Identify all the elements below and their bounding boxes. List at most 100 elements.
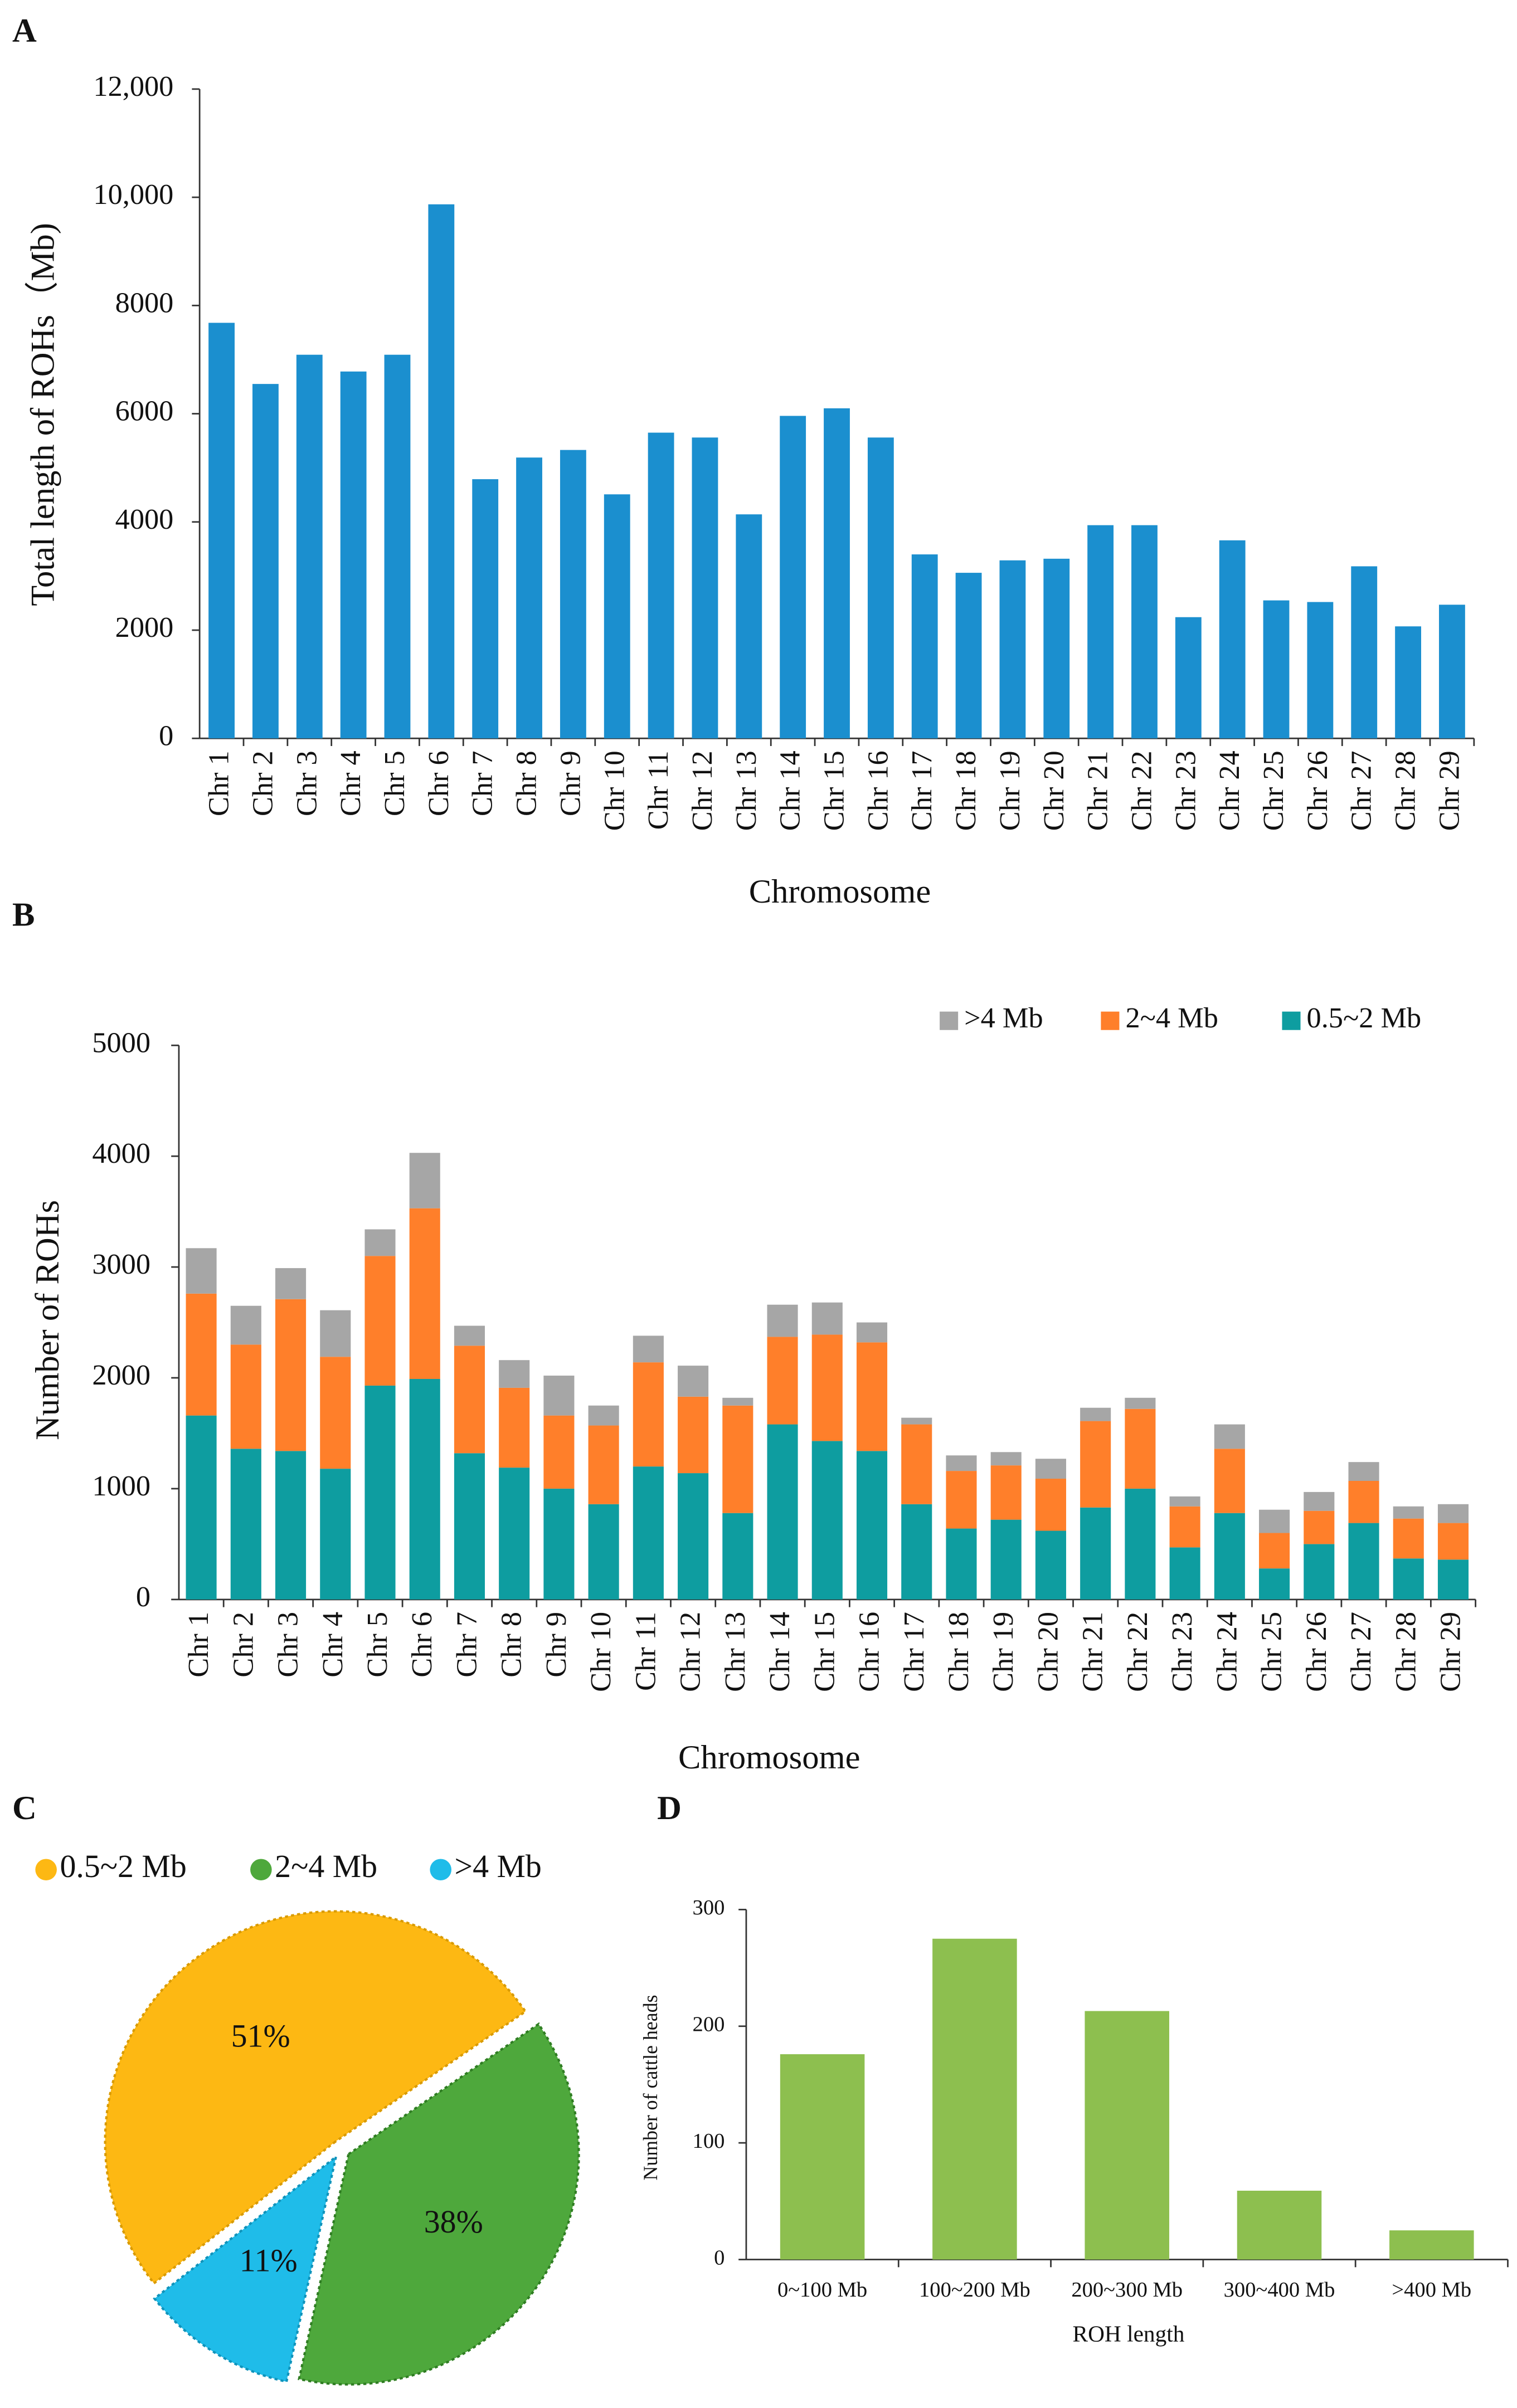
bar-segment <box>901 1504 932 1600</box>
y-tick-label: 300 <box>693 1896 725 1919</box>
x-tick-label: Chr 22 <box>1125 750 1158 831</box>
x-tick-label: Chr 23 <box>1169 750 1202 831</box>
bar <box>252 384 279 739</box>
bar <box>955 573 982 739</box>
bar-segment <box>588 1504 619 1600</box>
bar <box>1351 566 1378 739</box>
bar-segment <box>1259 1568 1290 1600</box>
bar <box>472 479 499 739</box>
x-tick-label: >400 Mb <box>1392 2278 1471 2302</box>
bar-segment <box>186 1293 217 1416</box>
bar-segment <box>1393 1518 1424 1559</box>
x-tick-label: Chr 5 <box>378 750 411 816</box>
x-tick-label: Chr 13 <box>719 1612 751 1692</box>
x-tick-label: Chr 15 <box>808 1612 840 1692</box>
bar-segment <box>1035 1530 1066 1600</box>
legend-label: 0.5~2 Mb <box>60 1848 186 1884</box>
pie-label: 51% <box>231 2018 290 2054</box>
bar-segment <box>543 1376 575 1416</box>
x-tick-label: Chr 26 <box>1301 750 1334 831</box>
bar-segment <box>1437 1523 1469 1560</box>
x-tick-label: Chr 19 <box>994 750 1026 831</box>
bar <box>428 204 455 739</box>
bar-segment <box>454 1325 485 1346</box>
x-tick-label: Chr 19 <box>987 1612 1019 1692</box>
bar-segment <box>1169 1547 1200 1600</box>
bar-segment <box>1125 1488 1156 1600</box>
bar-segment <box>633 1362 664 1467</box>
bar-segment <box>901 1424 932 1504</box>
bar <box>1085 2011 1169 2260</box>
bar-segment <box>678 1366 709 1397</box>
x-tick-label: Chr 9 <box>540 1612 572 1678</box>
y-axis-title: Number of cattle heads <box>639 1995 662 2180</box>
bar-segment <box>186 1415 217 1600</box>
x-tick-label: Chr 8 <box>510 750 543 816</box>
bar <box>824 408 850 739</box>
bar <box>604 494 630 739</box>
bar <box>911 554 938 739</box>
x-tick-label: Chr 10 <box>585 1612 617 1692</box>
bar-segment <box>409 1379 440 1600</box>
x-tick-label: 0~100 Mb <box>777 2278 867 2302</box>
x-tick-label: Chr 10 <box>598 750 630 831</box>
pie-label: 11% <box>240 2243 298 2279</box>
bar-segment <box>499 1468 530 1600</box>
bar-segment <box>722 1513 753 1600</box>
bar-segment <box>454 1346 485 1454</box>
bar-segment <box>990 1452 1022 1466</box>
bar-segment <box>1214 1449 1245 1513</box>
bar-segment <box>499 1387 530 1468</box>
bar-segment <box>588 1425 619 1504</box>
bar-segment <box>364 1385 396 1600</box>
x-tick-label: Chr 4 <box>317 1612 349 1678</box>
x-axis-title: Chromosome <box>749 873 931 910</box>
bar-segment <box>856 1342 888 1451</box>
bar-segment <box>811 1302 843 1335</box>
x-tick-label: Chr 27 <box>1345 750 1378 831</box>
x-axis-title: ROH length <box>1073 2321 1185 2347</box>
bar <box>296 354 323 739</box>
x-tick-label: 200~300 Mb <box>1071 2278 1183 2302</box>
x-tick-label: Chr 11 <box>629 1612 662 1691</box>
bar <box>780 416 806 739</box>
x-tick-label: Chr 6 <box>406 1612 438 1678</box>
bar-segment <box>1304 1510 1335 1544</box>
bar-segment <box>1348 1462 1379 1481</box>
x-tick-label: Chr 13 <box>730 750 762 831</box>
y-axis-title: Number of ROHs <box>29 1200 66 1440</box>
bar-segment <box>454 1453 485 1600</box>
bar-segment <box>364 1256 396 1386</box>
x-tick-label: Chr 17 <box>906 750 938 831</box>
x-tick-label: Chr 1 <box>182 1612 215 1678</box>
y-tick-label: 4000 <box>115 503 174 535</box>
bar <box>932 1938 1017 2260</box>
x-tick-label: Chr 21 <box>1082 750 1114 831</box>
bar-segment <box>1035 1459 1066 1479</box>
bar-segment <box>946 1528 977 1600</box>
bar-segment <box>901 1417 932 1425</box>
bar <box>340 371 367 739</box>
bar <box>1131 525 1158 739</box>
bar-segment <box>275 1268 307 1299</box>
y-tick-label: 1000 <box>92 1470 150 1502</box>
x-tick-label: Chr 14 <box>774 750 806 831</box>
y-tick-label: 0 <box>159 719 173 752</box>
bar-segment <box>1393 1506 1424 1519</box>
bar-segment <box>588 1405 619 1426</box>
bar-segment <box>1035 1479 1066 1531</box>
x-tick-label: Chr 17 <box>898 1612 930 1692</box>
bar-segment <box>230 1305 261 1345</box>
y-tick-label: 100 <box>693 2129 725 2153</box>
legend-label: >4 Mb <box>964 1002 1043 1034</box>
bar <box>1175 617 1202 739</box>
legend-marker <box>250 1859 272 1881</box>
bar-segment <box>320 1357 351 1469</box>
bar-segment <box>633 1335 664 1363</box>
bar <box>867 437 894 739</box>
bar-segment <box>990 1465 1022 1520</box>
legend-label: >4 Mb <box>454 1848 541 1884</box>
x-tick-label: Chr 3 <box>290 750 323 816</box>
bar-segment <box>811 1441 843 1600</box>
x-tick-label: Chr 25 <box>1256 1612 1288 1692</box>
